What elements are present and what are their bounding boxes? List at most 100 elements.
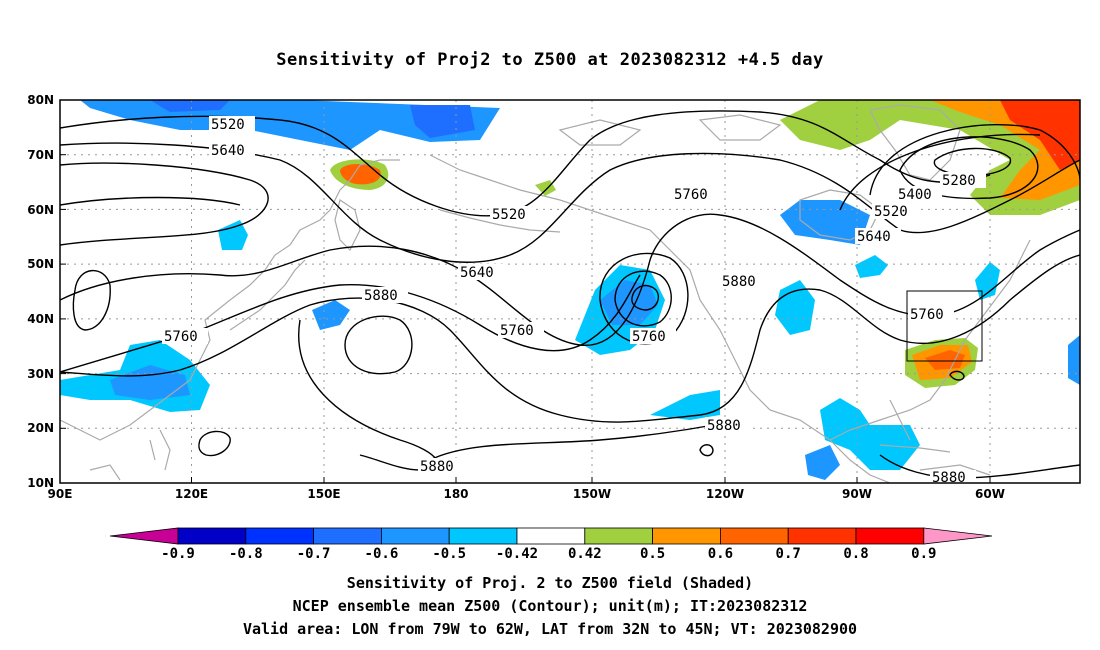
contour-5880-lower bbox=[429, 419, 741, 461]
x-tick-label: 120W bbox=[706, 487, 744, 501]
colorbar-box bbox=[652, 527, 721, 545]
contour-label: 5760 bbox=[910, 307, 944, 323]
colorbar-label: -0.9 bbox=[161, 546, 195, 562]
contour-label: 5880 bbox=[364, 288, 398, 304]
contour-label: 5640 bbox=[460, 265, 494, 281]
colorbar-box bbox=[584, 527, 653, 545]
contour-label: 5520 bbox=[211, 117, 245, 133]
coast-arctic-islands bbox=[558, 114, 782, 146]
colorbar-box bbox=[787, 527, 857, 545]
y-tick-label: 30N bbox=[27, 367, 54, 381]
contour-5880-main bbox=[60, 254, 1080, 423]
shade-blue-hudson bbox=[780, 200, 870, 245]
contour-5760-main bbox=[60, 213, 1080, 346]
colorbar-box bbox=[855, 527, 925, 545]
contour-closed-small-3 bbox=[949, 370, 965, 381]
caption-line-2: NCEP ensemble mean Z500 (Contour); unit(… bbox=[292, 597, 808, 615]
colorbar-label: -0.7 bbox=[297, 546, 331, 562]
colorbar-label: 0.9 bbox=[911, 546, 936, 562]
colorbar-label: 0.6 bbox=[708, 546, 733, 562]
y-tick-label: 70N bbox=[27, 148, 54, 162]
contour-5880-south bbox=[298, 319, 439, 471]
colorbar-box bbox=[720, 527, 789, 545]
colorbar-labels: -0.9 -0.8 -0.7 -0.6 -0.5 -0.42 0.42 0.5 … bbox=[161, 546, 936, 562]
shade-blue-arctic-core bbox=[150, 100, 230, 112]
contour-label: 5760 bbox=[674, 187, 708, 203]
colorbar-label: 0.5 bbox=[640, 546, 665, 562]
contour-label: 5640 bbox=[211, 143, 245, 159]
y-tick-label: 50N bbox=[27, 257, 54, 271]
x-tick-label: 60W bbox=[975, 487, 1005, 501]
coast-central-america bbox=[829, 439, 891, 483]
contour-label: 5880 bbox=[707, 418, 741, 434]
contour-low-gulf-alaska-1 bbox=[614, 270, 672, 327]
colorbar bbox=[109, 527, 993, 545]
shade-blue-midwest bbox=[775, 280, 815, 335]
contour-low-gulf-alaska-3 bbox=[631, 284, 660, 311]
colorbar-arrow-left bbox=[109, 527, 179, 545]
coast-korea-japan bbox=[229, 259, 306, 331]
coast-florida-cuba bbox=[879, 399, 951, 453]
x-tick-label: 120E bbox=[175, 487, 208, 501]
shade-blue-lakes bbox=[855, 255, 888, 278]
contour-label: 5880 bbox=[932, 470, 966, 486]
colorbar-arrow-right bbox=[923, 527, 993, 545]
coast-aleutians bbox=[439, 209, 561, 233]
colorbar-label: -0.5 bbox=[432, 546, 466, 562]
caption-line-3: Valid area: LON from 79W to 62W, LAT fro… bbox=[242, 620, 858, 638]
coast-philippines bbox=[149, 429, 171, 471]
shade-blue-pacific-sub bbox=[650, 390, 720, 420]
colorbar-box bbox=[313, 527, 382, 545]
contour-label: 5520 bbox=[874, 204, 908, 220]
contour-label: 5640 bbox=[857, 229, 891, 245]
coast-borneo bbox=[89, 464, 121, 481]
colorbar-box bbox=[516, 527, 586, 545]
contour-label: 5760 bbox=[164, 329, 198, 345]
tick-marks bbox=[60, 99, 991, 484]
contour-5880-se bbox=[879, 454, 1080, 479]
colorbar-box bbox=[448, 527, 518, 545]
colorbar-label: 0.8 bbox=[843, 546, 868, 562]
shade-blue-kuril bbox=[312, 300, 350, 330]
shade-green-greenland bbox=[780, 100, 1080, 215]
contour-label: 5520 bbox=[492, 207, 526, 223]
contour-nw-1 bbox=[60, 162, 269, 246]
contour-5520-east bbox=[869, 123, 1080, 196]
colorbar-label: -0.8 bbox=[229, 546, 263, 562]
contour-5640-north bbox=[60, 142, 1080, 263]
contour-label: 5760 bbox=[500, 323, 534, 339]
caption-line-1: Sensitivity of Proj. 2 to Z500 field (Sh… bbox=[346, 574, 754, 592]
map-frame bbox=[59, 99, 1081, 484]
shade-blue-arctic bbox=[80, 100, 500, 150]
y-tick-label: 40N bbox=[27, 312, 54, 326]
coast-sa-north bbox=[919, 464, 991, 476]
y-tick-label: 80N bbox=[27, 93, 54, 107]
shade-blue-caribbean-2 bbox=[805, 445, 840, 480]
colorbar-box bbox=[177, 527, 247, 545]
coast-east-asia bbox=[60, 159, 400, 441]
valid-area-box bbox=[906, 290, 983, 362]
shade-red-valid-area bbox=[925, 350, 965, 370]
x-axis-labels: 90E 120E 150E 180 150W 120W 90W 60W bbox=[48, 487, 1005, 501]
contour-5280-low bbox=[933, 147, 1012, 177]
contour-label-group: 5520 5640 5520 5640 5760 5760 5880 5760 … bbox=[162, 116, 986, 486]
contour-closed-small-2 bbox=[699, 444, 714, 457]
contour-nw-2 bbox=[60, 196, 241, 206]
contour-5640-east bbox=[839, 133, 1041, 211]
contour-closed-west-1 bbox=[72, 269, 111, 331]
x-tick-label: 150W bbox=[573, 487, 611, 501]
contour-label: 5400 bbox=[898, 187, 932, 203]
colorbar-label: 0.42 bbox=[568, 546, 602, 562]
x-tick-label: 180 bbox=[443, 487, 468, 501]
shade-blue-gulf-alaska-core bbox=[600, 280, 658, 325]
contour-label: 5760 bbox=[632, 329, 666, 345]
contour-label: 5880 bbox=[722, 274, 756, 290]
contour-closed-small-1 bbox=[198, 430, 231, 457]
x-tick-label: 150E bbox=[307, 487, 340, 501]
coast-alaska bbox=[429, 154, 831, 441]
contour-5520-north bbox=[60, 110, 991, 217]
contour-label: 5280 bbox=[942, 173, 976, 189]
colorbar-label: -0.42 bbox=[496, 546, 538, 562]
shade-blue-caribbean bbox=[820, 398, 920, 470]
